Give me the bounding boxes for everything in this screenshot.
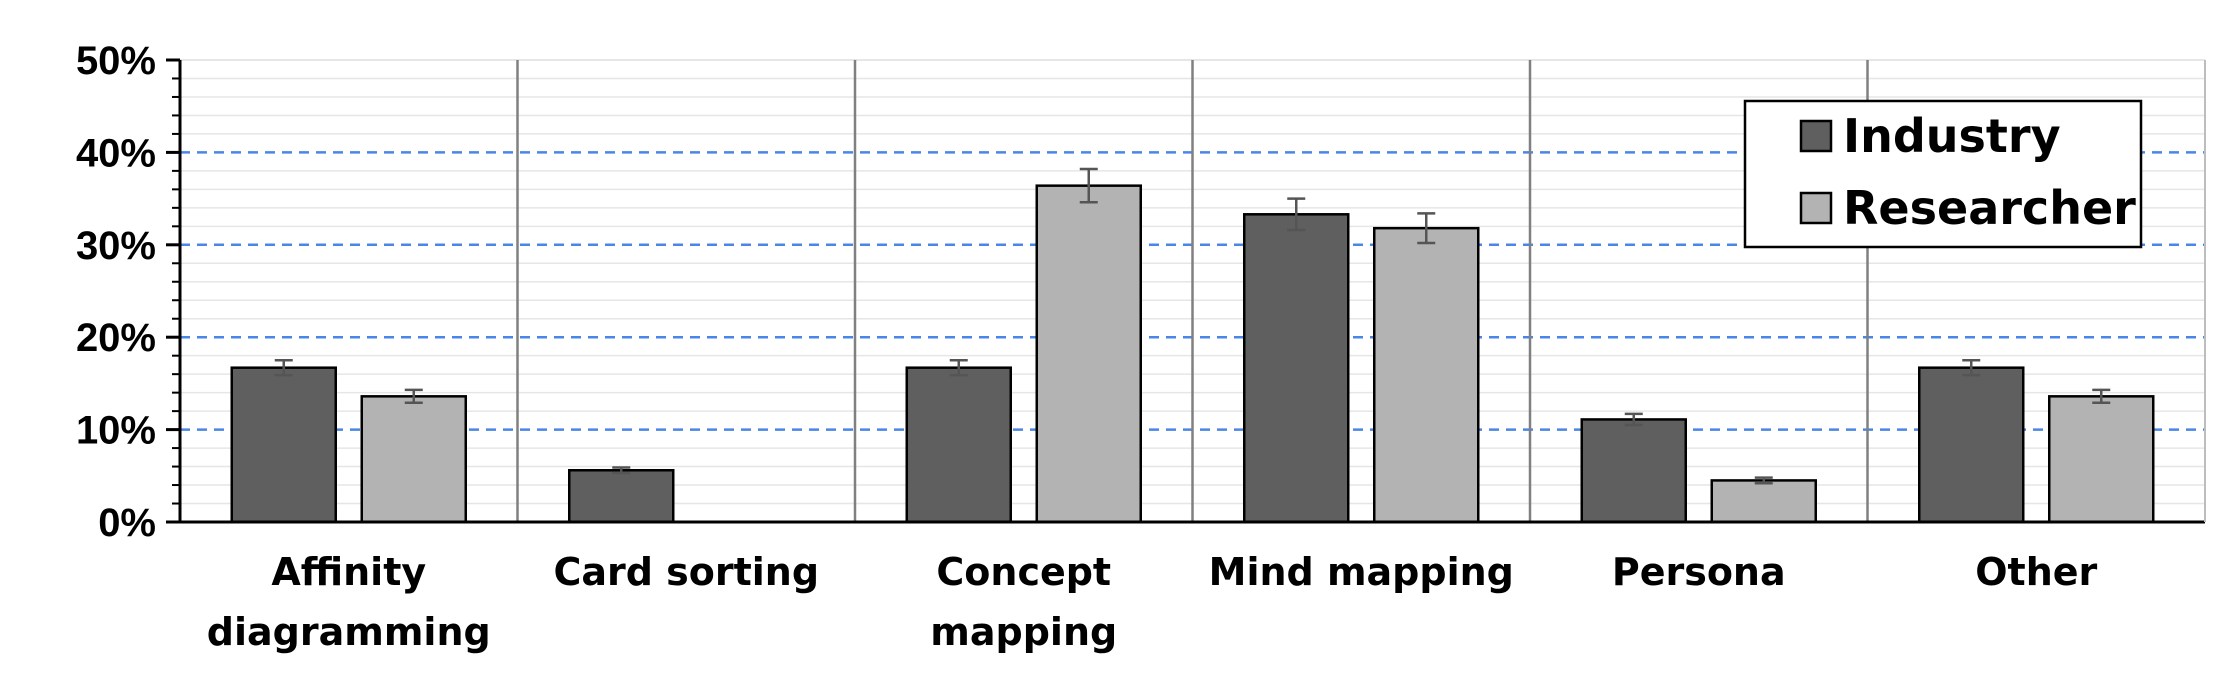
legend-label: Researcher [1843, 181, 2136, 235]
error-bar [1417, 212, 1436, 245]
legend-swatch [1799, 119, 1833, 153]
legend: Industry Researcher [1743, 99, 2143, 249]
bar [1243, 213, 1350, 524]
bar [905, 366, 1012, 524]
bar [1918, 366, 2025, 524]
legend-label: Industry [1843, 109, 2061, 163]
bar [568, 469, 675, 524]
category-label: Persona [1612, 550, 1786, 594]
category-label: Card sorting [553, 550, 819, 594]
bar [1710, 479, 1817, 524]
category-label: Mind mapping [1209, 550, 1514, 594]
y-tick-label: 20% [76, 316, 156, 360]
category-label: Other [1975, 550, 2097, 594]
y-tick-label: 50% [76, 39, 156, 83]
bar [1580, 418, 1687, 524]
error-bar [1079, 167, 1098, 204]
category-label-line: diagramming [207, 610, 491, 654]
bar [2048, 395, 2155, 524]
category-label: Affinity diagramming [207, 550, 491, 654]
category-label-line: Mind mapping [1209, 550, 1514, 594]
category-labels: Affinity diagramming Card sorting Concept ma… [207, 550, 2098, 654]
category-label-line: Affinity [271, 550, 426, 594]
axes [166, 58, 2206, 524]
y-tick-label: 0% [98, 501, 156, 545]
legend-swatch [1799, 191, 1833, 225]
error-bars [274, 167, 2111, 485]
category-label-line: Card sorting [553, 550, 819, 594]
y-tick-label: 10% [76, 409, 156, 453]
error-bar [2092, 388, 2111, 405]
error-bar [1624, 412, 1643, 427]
category-label: Concept mapping [930, 550, 1117, 654]
error-bar [274, 359, 293, 377]
bar [1373, 226, 1480, 524]
category-separators [516, 60, 1869, 522]
y-tick-label: 40% [76, 131, 156, 175]
error-bar [1287, 197, 1306, 232]
category-label-line: mapping [930, 610, 1117, 654]
category-label-line: Concept [936, 550, 1111, 594]
error-bar [1962, 359, 1981, 377]
category-label-line: Other [1975, 550, 2097, 594]
y-tick-labels: 0% 10% 20% 30% 40% 50% [76, 39, 156, 545]
bar [360, 395, 467, 524]
error-bar [404, 388, 423, 405]
error-bar [612, 466, 631, 475]
category-label-line: Persona [1612, 550, 1786, 594]
bar [230, 366, 337, 524]
bars [230, 184, 2155, 524]
bar [1035, 184, 1142, 524]
error-bar [1754, 476, 1773, 485]
error-bar [949, 359, 968, 377]
y-tick-label: 30% [76, 224, 156, 268]
